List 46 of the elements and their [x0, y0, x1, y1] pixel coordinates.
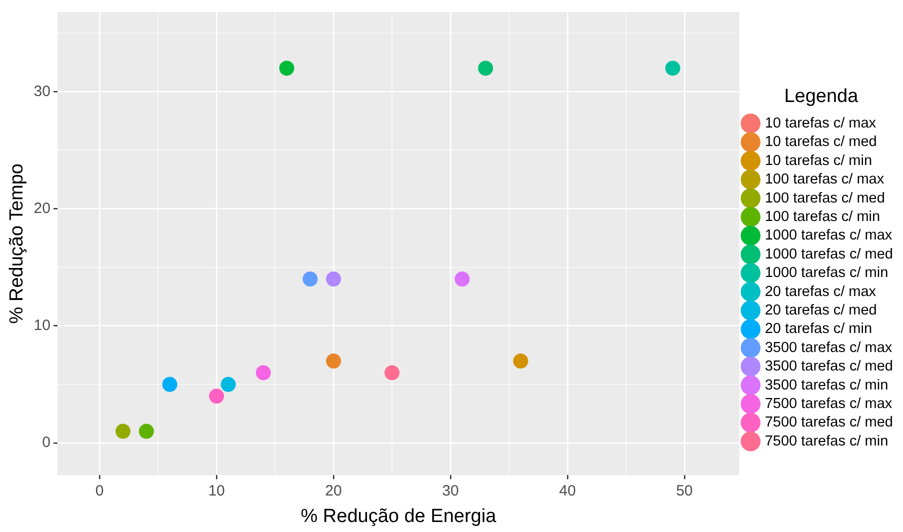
x-tick-label: 0 — [95, 482, 104, 500]
legend-label: 7500 tarefas c/ min — [764, 433, 888, 450]
legend-label: 1000 tarefas c/ min — [764, 265, 888, 282]
point — [138, 424, 154, 439]
point — [384, 365, 400, 380]
legend-label: 20 tarefas c/ max — [764, 284, 877, 300]
x-tick-label: 50 — [676, 482, 693, 500]
legend-label: 20 tarefas c/ med — [764, 302, 877, 318]
x-tick-label: 40 — [559, 482, 576, 500]
y-tick-label: 0 — [42, 434, 50, 452]
legend-label: 100 tarefas c/ min — [764, 208, 880, 225]
y-tick-label: 30 — [34, 82, 50, 100]
point — [115, 424, 130, 439]
legend-label: 10 tarefas c/ max — [764, 115, 877, 132]
point — [209, 388, 224, 404]
point — [478, 60, 494, 76]
point — [302, 272, 318, 287]
legend-label: 20 tarefas c/ min — [764, 321, 872, 338]
point — [326, 354, 342, 369]
legend-label: 10 tarefas c/ med — [764, 134, 877, 150]
legend-label: 3500 tarefas c/ min — [764, 377, 888, 394]
legend-label: 7500 tarefas c/ max — [764, 396, 893, 412]
y-tick-label: 20 — [34, 200, 50, 217]
x-tick-label: 20 — [325, 482, 342, 500]
legend-label: 3500 tarefas c/ med — [764, 358, 894, 375]
x-tick-label: 30 — [442, 482, 459, 500]
legend-title: Legenda — [784, 86, 859, 107]
x-axis-title: % Redução de Energia — [300, 506, 497, 527]
legend-label: 10 tarefas c/ min — [764, 152, 872, 169]
legend-label: 100 tarefas c/ med — [764, 190, 885, 206]
point — [256, 365, 271, 380]
legend-label: 100 tarefas c/ max — [764, 172, 885, 188]
point — [220, 376, 236, 392]
point — [513, 354, 528, 369]
point — [279, 60, 294, 76]
y-tick-label: 10 — [34, 317, 50, 334]
legend-label: 3500 tarefas c/ max — [764, 340, 893, 356]
legend-label: 1000 tarefas c/ med — [764, 246, 894, 262]
legend-label: 7500 tarefas c/ med — [764, 414, 894, 431]
point — [454, 272, 470, 287]
point — [665, 60, 680, 76]
y-axis-title: % Redução Tempo — [6, 164, 28, 324]
point — [162, 376, 178, 392]
legend-label: 1000 tarefas c/ max — [764, 228, 893, 244]
point — [326, 272, 342, 287]
x-tick-label: 10 — [208, 482, 225, 500]
